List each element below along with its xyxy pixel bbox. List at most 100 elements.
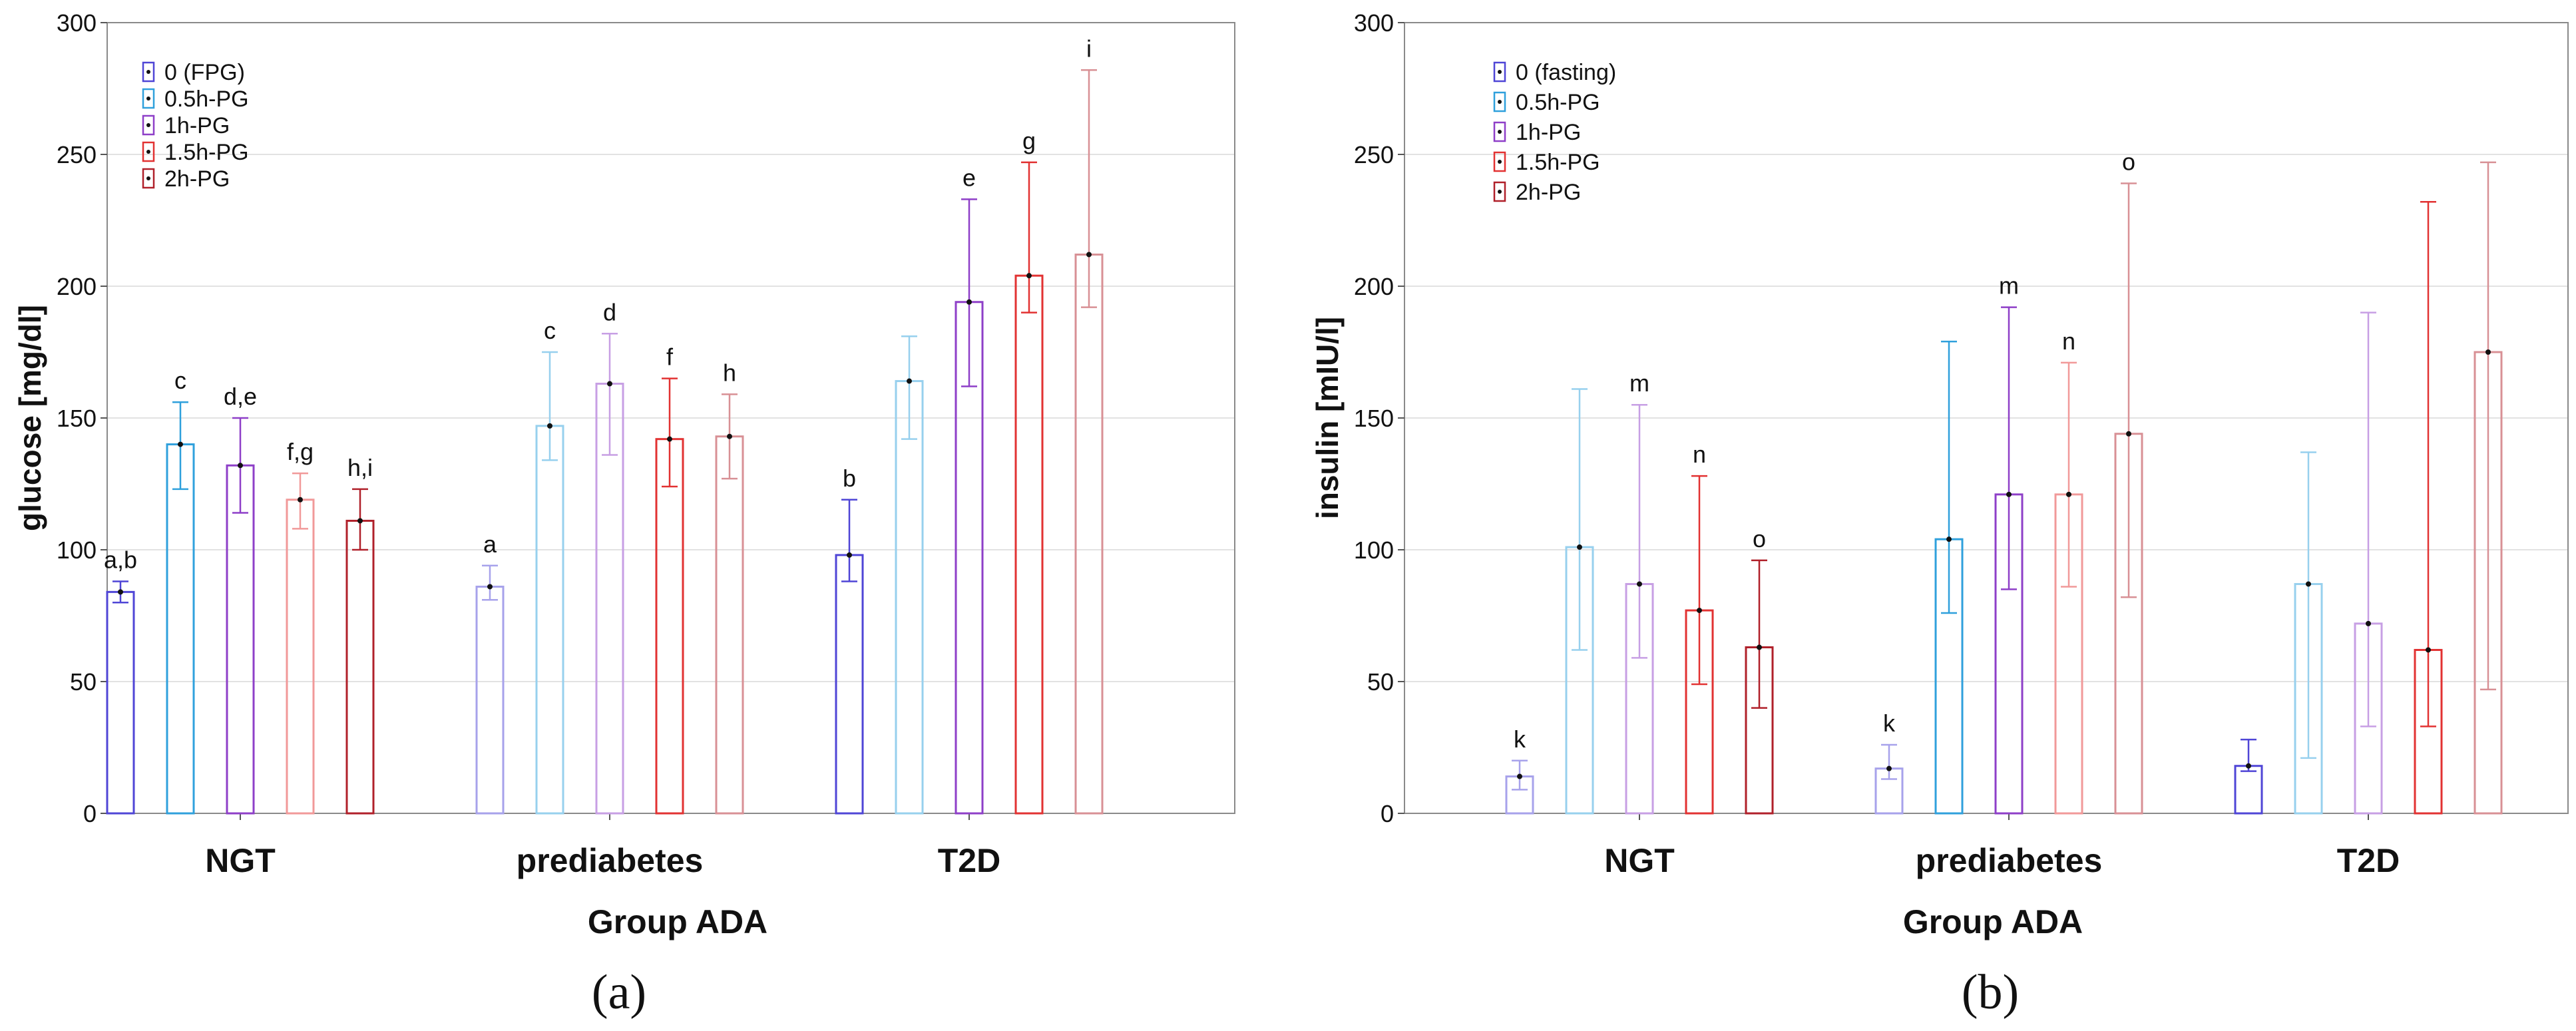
significance-label: m	[1629, 369, 1649, 397]
legend-swatch	[1493, 181, 1506, 202]
x-axis-label: Group ADA	[1903, 903, 2083, 940]
panel-label: (b)	[1962, 965, 2019, 1020]
mean-point	[2426, 647, 2431, 653]
chart-panel-glucose: 0 50 100 150 200 250 300 glucose [mg/dl] NGT pred…	[13, 9, 1235, 1020]
y-tick-label: 50	[1367, 668, 1394, 696]
legend-label: 0.5h-PG	[1516, 90, 1600, 115]
legend-swatch	[1493, 151, 1506, 172]
significance-label: b	[843, 465, 856, 492]
mean-point	[2126, 431, 2131, 437]
significance-label: m	[1999, 272, 2019, 300]
legend-swatch	[1493, 91, 1506, 112]
mean-point	[298, 497, 303, 503]
significance-label: o	[2122, 148, 2135, 176]
significance-label: o	[1753, 525, 1766, 552]
legend-dot	[1498, 160, 1502, 164]
bar	[895, 380, 924, 815]
legend-dot	[146, 176, 150, 180]
legend-dot	[146, 70, 150, 74]
bar	[2234, 765, 2263, 815]
bar	[286, 499, 315, 815]
significance-label: f,g	[287, 438, 314, 465]
legend-label: 1.5h-PG	[164, 140, 249, 165]
bar	[166, 443, 195, 815]
x-axis-label: Group ADA	[588, 903, 767, 940]
bar	[106, 590, 135, 815]
mean-point	[238, 463, 243, 469]
significance-label: h,i	[347, 454, 373, 481]
significance-label: i	[1086, 35, 1092, 62]
legend-dot	[1498, 190, 1502, 194]
y-tick-label: 0	[1381, 800, 1394, 827]
mean-point	[2306, 581, 2311, 587]
x-tick-label: NGT	[205, 842, 276, 879]
legend-swatch	[142, 168, 155, 189]
legend-label: 0 (fasting)	[1516, 60, 1616, 85]
mean-point	[547, 423, 552, 429]
legend-label: 1.5h-PG	[1516, 150, 1600, 175]
legend-label: 0 (FPG)	[164, 60, 245, 85]
legend-label: 2h-PG	[164, 166, 230, 192]
y-tick-label: 100	[57, 536, 97, 564]
y-tick-label: 200	[1354, 273, 1394, 300]
mean-point	[2366, 620, 2371, 626]
mean-point	[1946, 536, 1952, 542]
mean-point	[727, 433, 732, 439]
significance-label: a,b	[104, 546, 137, 574]
bar	[655, 438, 684, 815]
legend-dot	[146, 123, 150, 127]
legend-dot	[1498, 100, 1502, 104]
mean-point	[607, 381, 612, 387]
mean-point	[2066, 491, 2071, 497]
mean-point	[1517, 773, 1522, 779]
x-tick-label: NGT	[1604, 842, 1675, 879]
significance-label: n	[1693, 441, 1706, 468]
bar	[345, 519, 375, 815]
panel-label: (a)	[592, 965, 646, 1020]
mean-point	[1886, 765, 1892, 771]
x-tick-label: prediabetes	[1916, 842, 2103, 879]
legend-label: 1h-PG	[1516, 120, 1581, 145]
legend-label: 1h-PG	[164, 113, 230, 138]
legend-swatch	[1493, 121, 1506, 142]
mean-point	[178, 441, 183, 447]
mean-point	[907, 378, 912, 384]
significance-label: h	[723, 359, 736, 386]
legend-swatch	[142, 141, 155, 162]
mean-point	[847, 552, 852, 558]
mean-point	[1637, 581, 1642, 587]
legend-dot	[1498, 70, 1502, 74]
y-tick-label: 300	[1354, 9, 1394, 37]
y-tick-label: 300	[57, 9, 97, 37]
mean-point	[1026, 273, 1032, 279]
significance-label: g	[1022, 127, 1036, 154]
legend-dot	[146, 150, 150, 154]
bar	[226, 464, 255, 815]
y-tick-label: 250	[57, 141, 97, 168]
legend-swatch	[142, 88, 155, 109]
y-tick-label: 150	[1354, 405, 1394, 432]
bar	[475, 585, 505, 815]
mean-point	[1086, 252, 1092, 258]
significance-label: k	[1883, 710, 1896, 737]
mean-point	[118, 589, 123, 595]
legend-dot	[1498, 130, 1502, 134]
significance-label: f	[666, 343, 674, 371]
y-tick-label: 150	[57, 405, 97, 432]
bar	[835, 554, 864, 815]
y-tick-label: 250	[1354, 141, 1394, 168]
legend-swatch	[1493, 61, 1506, 83]
y-tick-label: 100	[1354, 536, 1394, 564]
legend-label: 0.5h-PG	[164, 87, 249, 112]
significance-label: n	[2062, 327, 2075, 355]
legend-swatch	[142, 61, 155, 83]
mean-point	[1757, 644, 1762, 650]
mean-point	[1577, 544, 1582, 550]
significance-label: k	[1514, 725, 1526, 753]
bar	[1014, 274, 1044, 815]
mean-point	[2485, 349, 2491, 355]
significance-label: d,e	[224, 383, 257, 410]
bar	[1074, 253, 1104, 815]
